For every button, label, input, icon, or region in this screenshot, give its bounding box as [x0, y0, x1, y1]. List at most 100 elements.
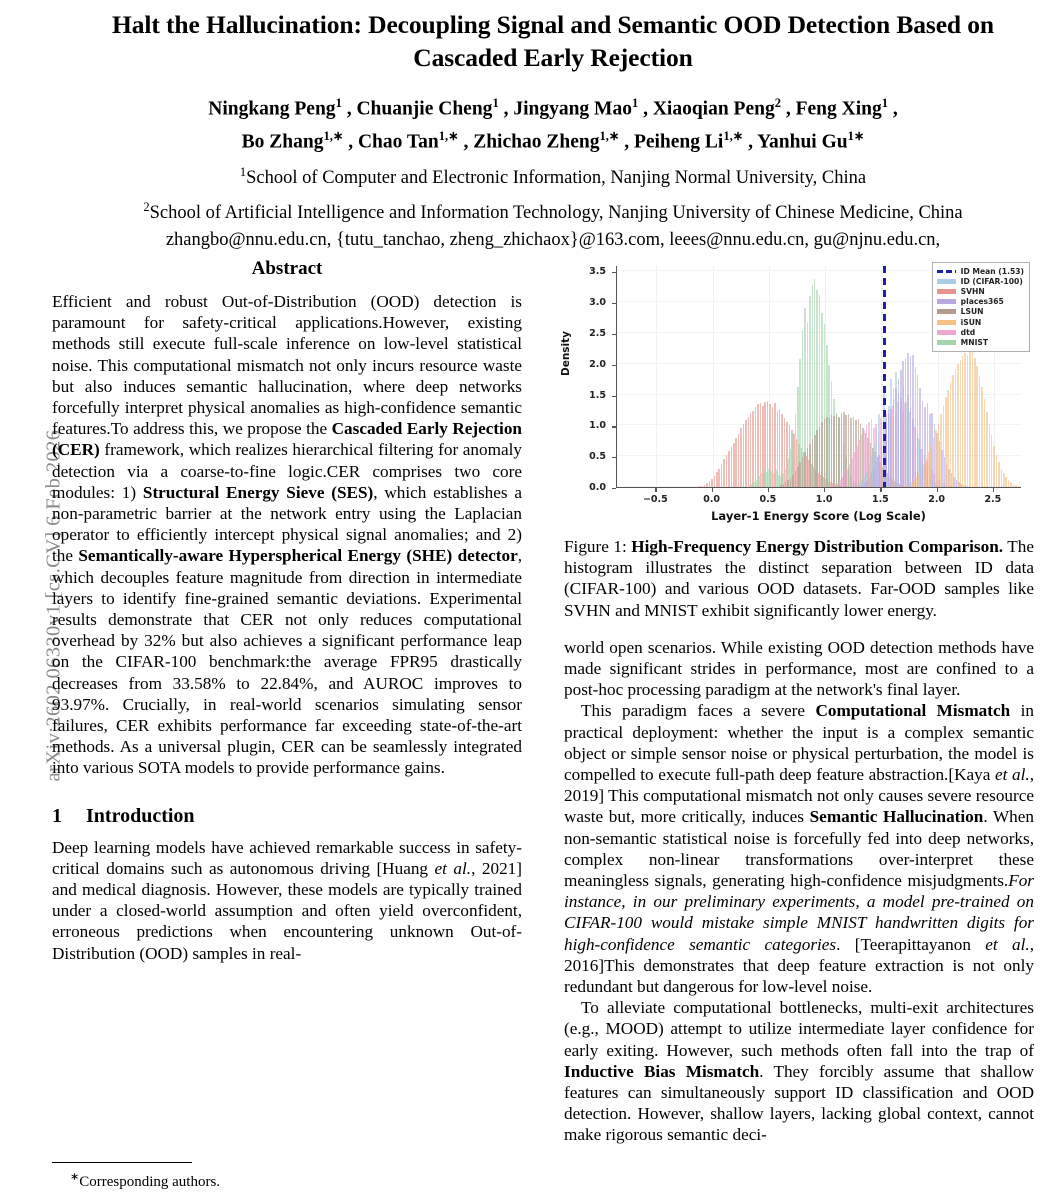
histogram-bar	[818, 294, 821, 487]
histogram-bar	[958, 482, 960, 487]
histogram-bar	[953, 477, 955, 487]
histogram-bar	[1003, 473, 1005, 487]
histogram-bar	[930, 445, 932, 487]
histogram-bar	[735, 437, 737, 487]
x-tick-mark	[824, 488, 826, 492]
histogram-bar	[801, 329, 804, 487]
histogram-bar	[706, 483, 708, 487]
histogram-bar	[805, 456, 808, 487]
histogram-bar	[782, 483, 785, 487]
y-tick-mark	[612, 457, 616, 459]
histogram-bar	[800, 447, 803, 487]
paragraph-continued: world open scenarios. While existing OOD…	[564, 637, 1034, 700]
histogram-bar	[857, 419, 860, 487]
histogram-bar	[815, 469, 817, 487]
x-tick-label: 0.5	[759, 494, 777, 505]
histogram-bar	[771, 406, 774, 487]
histogram-bar	[907, 353, 909, 487]
histogram-bar	[843, 473, 846, 487]
histogram-bar	[881, 466, 884, 487]
histogram-bar	[893, 480, 896, 487]
histogram-bar	[823, 419, 826, 487]
legend-swatch	[936, 329, 956, 335]
histogram-bar	[764, 401, 766, 487]
x-tick-mark	[655, 488, 657, 492]
histogram-bar	[723, 459, 725, 487]
histogram-bar	[960, 483, 962, 487]
introduction-heading: 1 Introduction	[52, 805, 522, 828]
y-tick-mark	[612, 333, 616, 336]
histogram-bar	[902, 361, 904, 487]
histogram-bar	[753, 482, 755, 487]
histogram-bar	[798, 443, 800, 487]
histogram-bar	[786, 421, 788, 487]
histogram-bar	[823, 323, 826, 487]
x-axis-label: Layer-1 Energy Score (Log Scale)	[711, 509, 926, 523]
legend-label: iSUN	[960, 317, 982, 327]
abstract-heading: Abstract	[251, 258, 323, 279]
histogram-bar	[787, 459, 789, 487]
histogram-bar	[855, 420, 857, 487]
histogram-bar	[998, 462, 1000, 487]
histogram-bar	[988, 424, 991, 487]
histogram-bar	[816, 430, 818, 487]
histogram-bar	[990, 435, 993, 487]
histogram-bar	[777, 474, 780, 487]
energy-distribution-histogram: Density Layer-1 Energy Score (Log Scale)…	[560, 258, 1034, 530]
histogram-bar	[862, 428, 864, 487]
legend-item: ID Mean (1.53)	[936, 266, 1024, 276]
histogram-bar	[749, 413, 752, 487]
gridline-vertical	[881, 266, 883, 487]
author-list: Ningkang Peng1 , Chuanjie Cheng1 , Jingy…	[52, 74, 1054, 156]
histogram-bar	[791, 429, 793, 487]
histogram-bar	[827, 480, 829, 487]
y-axis-label: Density	[560, 330, 572, 376]
histogram-bar	[993, 446, 995, 487]
histogram-bar	[897, 379, 900, 487]
histogram-bar	[789, 477, 792, 487]
histogram-bar	[817, 472, 820, 487]
histogram-bar	[983, 399, 986, 487]
section-number: 1	[52, 804, 62, 827]
figure-1: Density Layer-1 Energy Score (Log Scale)…	[560, 258, 1034, 621]
histogram-bar	[824, 478, 827, 487]
histogram-bar	[748, 485, 751, 487]
histogram-bar	[745, 420, 747, 487]
histogram-bar	[929, 414, 931, 487]
footnote-text: ∗Corresponding authors.	[52, 1168, 522, 1192]
email-line: zhangbo@nnu.edu.cn, {tutu_tanchao, zheng…	[165, 230, 941, 251]
x-tick-label: 2.0	[928, 494, 946, 505]
histogram-bar	[921, 400, 924, 487]
histogram-bar	[835, 414, 838, 487]
histogram-bar	[868, 477, 871, 487]
histogram-bar	[925, 458, 928, 487]
histogram-bar	[801, 457, 804, 487]
histogram-bar	[859, 424, 862, 487]
histogram-bar	[981, 387, 983, 487]
right-column-text: world open scenarios. While existing OOD…	[564, 637, 1034, 1146]
histogram-bar	[909, 356, 912, 487]
histogram-bar	[873, 445, 876, 487]
legend-item: MNIST	[936, 337, 1024, 347]
histogram-bar	[869, 442, 872, 487]
histogram-bar	[892, 399, 895, 487]
gridline-horizontal	[617, 270, 1021, 272]
histogram-bar	[957, 363, 959, 487]
gridline-vertical	[825, 266, 827, 487]
histogram-bar	[836, 482, 839, 487]
legend-label: MNIST	[960, 337, 989, 347]
page-title: Halt the Hallucination: Decoupling Signa…	[111, 10, 995, 72]
histogram-bar	[874, 452, 876, 487]
histogram-bar	[754, 406, 757, 487]
histogram-bar	[818, 426, 821, 487]
histogram-bar	[856, 446, 858, 487]
paper-page: Halt the Hallucination: Decoupling Signa…	[52, 0, 1054, 1200]
histogram-bar	[895, 388, 897, 487]
y-tick-mark	[612, 395, 616, 397]
histogram-bar	[888, 476, 891, 487]
histogram-bar	[850, 417, 852, 487]
legend-item: ID (CIFAR-100)	[936, 276, 1024, 286]
x-tick-mark	[992, 488, 995, 492]
histogram-bar	[784, 482, 787, 487]
x-tick-label: −0.5	[642, 494, 668, 505]
